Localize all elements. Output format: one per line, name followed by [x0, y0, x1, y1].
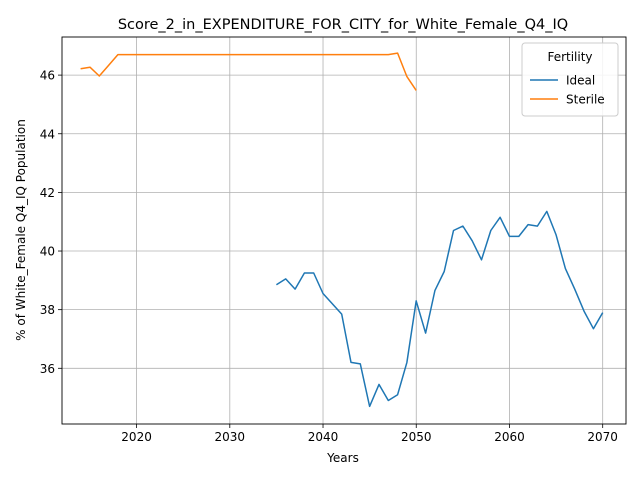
- legend-entries: Ideal Sterile: [530, 74, 605, 107]
- legend: Fertility Ideal Sterile: [521, 42, 619, 117]
- x-axis: 2020 2030 2040 2050 2060 2070: [121, 424, 618, 444]
- legend-label-ideal: Ideal: [566, 74, 595, 88]
- x-tick-label: 2020: [121, 430, 152, 444]
- x-tick-label: 2050: [401, 430, 432, 444]
- series-line-ideal: [276, 210, 604, 408]
- grid: [62, 37, 626, 424]
- x-tick-label: 2060: [494, 430, 525, 444]
- legend-label-sterile: Sterile: [566, 93, 605, 107]
- plot-frame: [61, 36, 627, 425]
- y-axis: 36 38 40 42 44 46: [40, 69, 62, 376]
- x-tick-label: 2040: [308, 430, 339, 444]
- y-tick-label: 38: [40, 303, 55, 317]
- chart-title: Score_2_in_EXPENDITURE_FOR_CITY_for_Whit…: [118, 17, 568, 33]
- y-tick-label: 42: [40, 186, 55, 200]
- y-axis-label: % of White_Female Q4_IQ Population: [14, 119, 28, 341]
- y-tick-label: 46: [40, 69, 55, 83]
- legend-box: [521, 42, 619, 117]
- x-tick-label: 2070: [587, 430, 618, 444]
- plot-lines: [80, 52, 604, 408]
- series-line-sterile: [80, 52, 417, 91]
- y-tick-label: 44: [40, 127, 55, 141]
- y-tick-label: 40: [40, 245, 55, 259]
- legend-title: Fertility: [547, 50, 592, 64]
- x-axis-label: Years: [326, 451, 359, 465]
- y-tick-label: 36: [40, 362, 55, 376]
- x-tick-label: 2030: [215, 430, 246, 444]
